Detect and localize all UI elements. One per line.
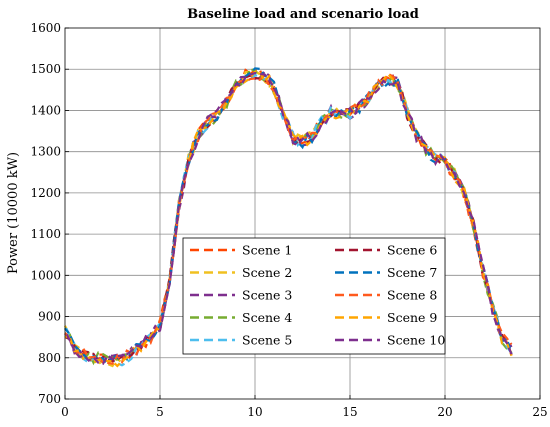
- legend-label: Scene 8: [387, 288, 437, 303]
- plot-frame: [64, 27, 541, 400]
- x-tick-label: 25: [532, 405, 547, 419]
- y-tick-label: 1000: [30, 268, 61, 282]
- axis-ticks: 0 5 10 15 20 25 700 800 900 1000 1100 1200 1300 1400 1…: [30, 21, 547, 419]
- legend: Scene 1 Scene 2 Scene 3 Scene 4 Scene 5 Scene…: [182, 237, 446, 355]
- y-tick-label: 1600: [30, 21, 61, 35]
- y-tick-label: 700: [38, 392, 61, 406]
- legend-label: Scene 5: [242, 333, 292, 348]
- chart-title: Baseline load and scenario load: [187, 7, 419, 22]
- x-tick-label: 20: [437, 405, 452, 419]
- y-tick-label: 1500: [30, 62, 61, 76]
- y-tick-label: 1400: [30, 103, 61, 117]
- y-tick-label: 1100: [30, 227, 61, 241]
- y-tick-label: 800: [38, 351, 61, 365]
- legend-label: Scene 6: [387, 243, 437, 258]
- legend-label: Scene 2: [242, 265, 292, 280]
- series-line: [64, 71, 513, 365]
- y-axis-label: Power (10000 kW): [6, 152, 21, 274]
- y-tick-label: 1300: [30, 145, 61, 159]
- y-tick-label: 900: [38, 310, 61, 324]
- x-tick-label: 5: [156, 405, 164, 419]
- legend-label: Scene 9: [387, 310, 437, 325]
- legend-label: Scene 1: [242, 243, 292, 258]
- series-lines: [64, 67, 513, 368]
- x-tick-label: 15: [342, 405, 357, 419]
- y-tick-label: 1200: [30, 186, 61, 200]
- legend-label: Scene 4: [242, 310, 292, 325]
- legend-label: Scene 3: [242, 288, 292, 303]
- series-line: [64, 72, 513, 365]
- legend-label: Scene 7: [387, 265, 437, 280]
- legend-label: Scene 10: [387, 333, 445, 348]
- x-tick-label: 0: [61, 405, 69, 419]
- x-tick-label: 10: [247, 405, 262, 419]
